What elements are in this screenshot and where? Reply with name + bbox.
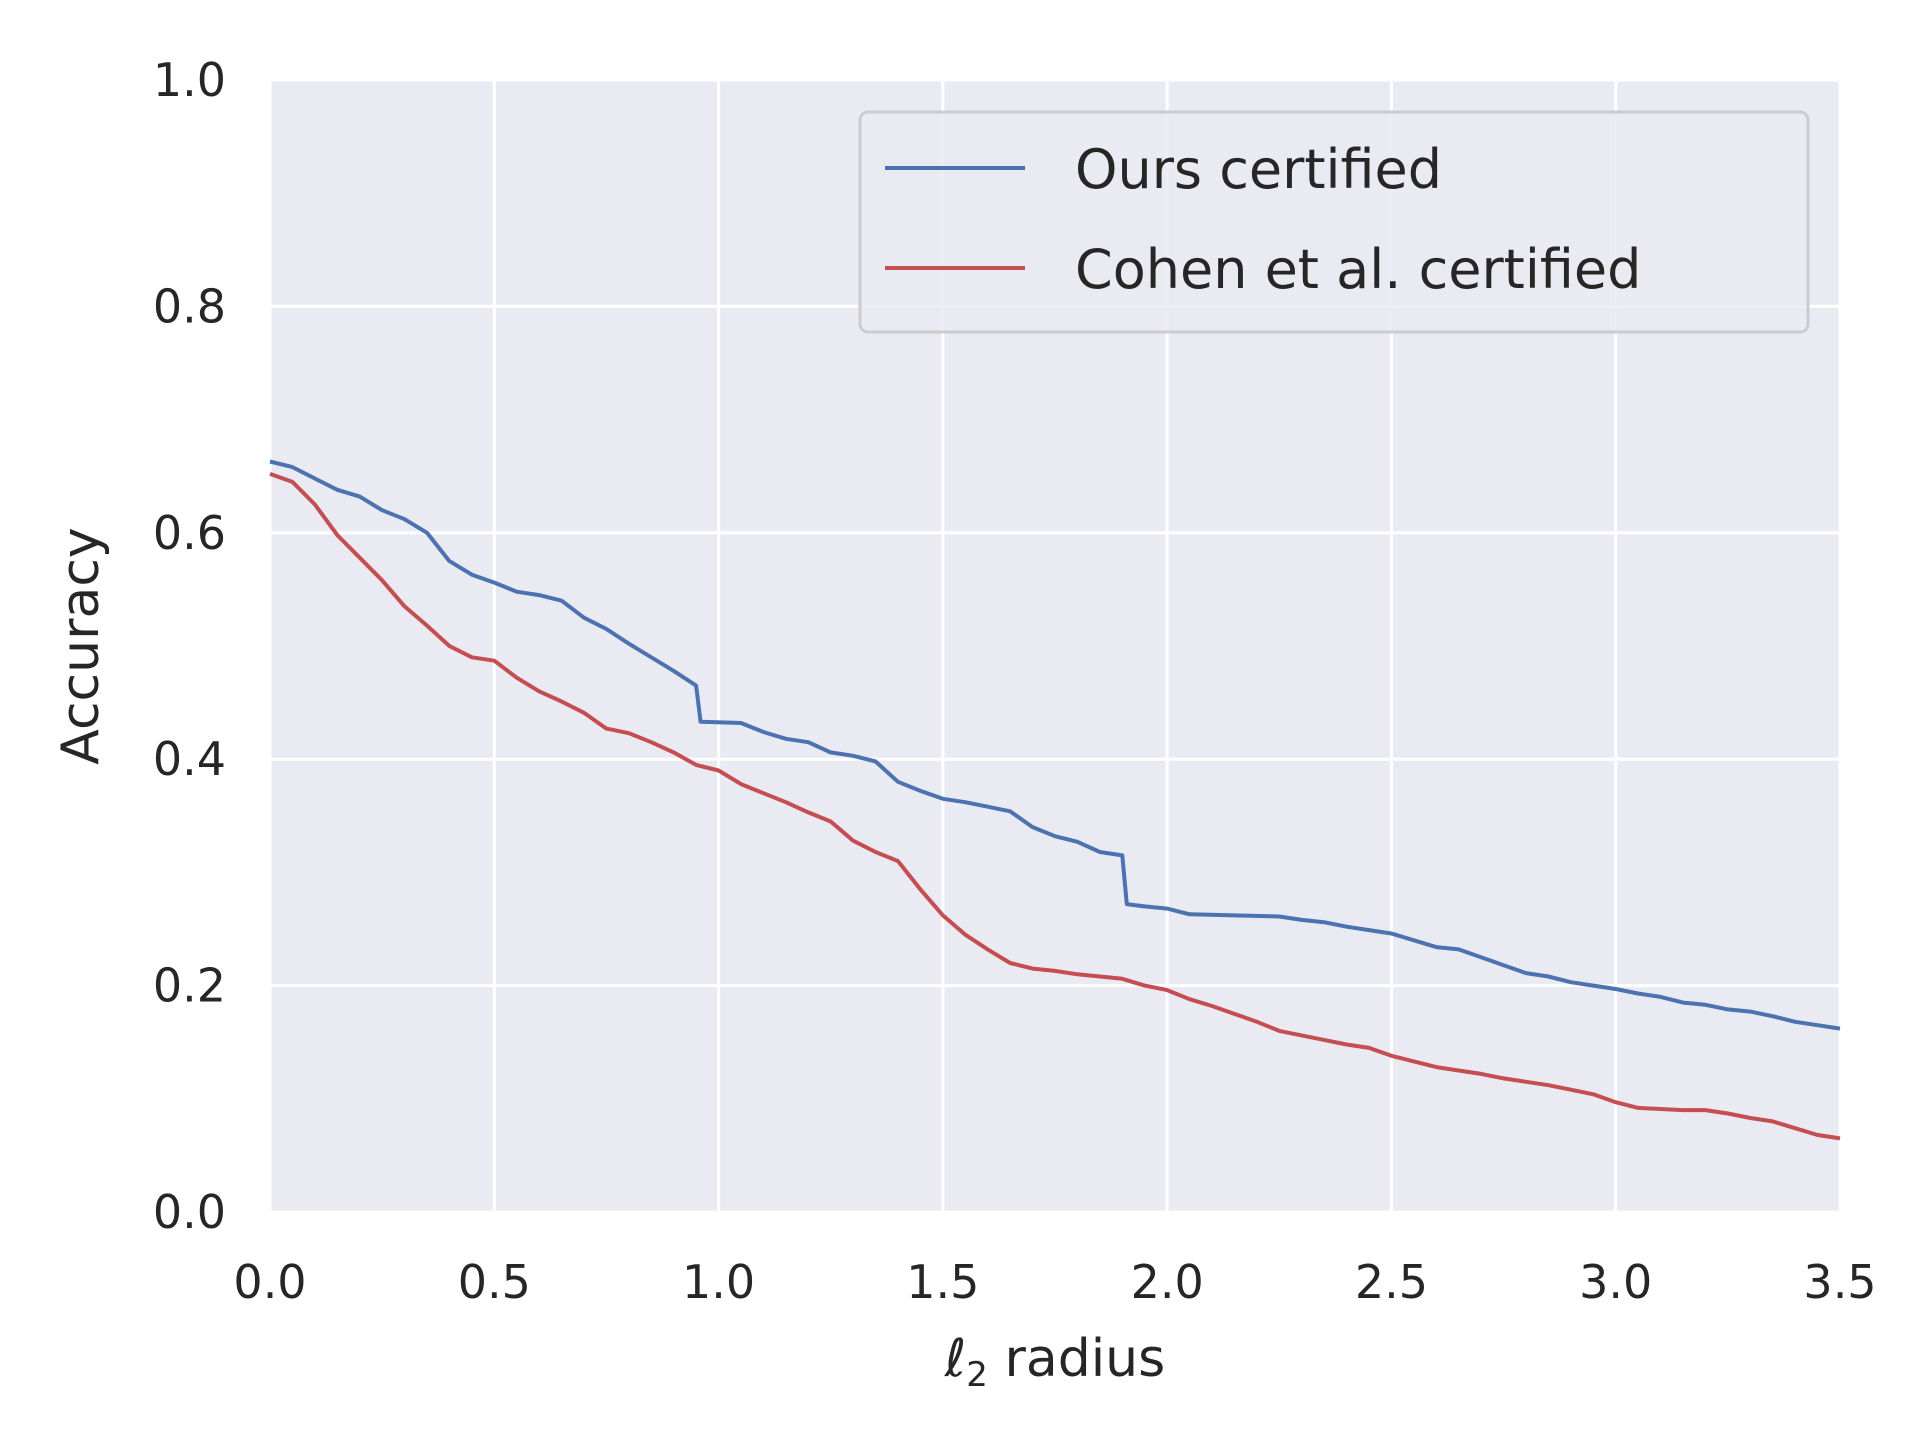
y-tick-label: 0.0 [153,1185,226,1239]
y-tick-label: 0.8 [153,279,226,333]
x-tick-label: 0.0 [233,1255,306,1309]
x-axis-label: ℓ2 radius [944,1329,1165,1395]
grid-lines [268,78,1842,1214]
x-tick-label: 2.0 [1131,1255,1204,1309]
x-tick-label: 1.5 [906,1255,979,1309]
legend-box [858,110,1810,334]
legend-label-cohen: Cohen et al. certified [1075,238,1641,301]
y-axis-label: Accuracy [51,527,111,764]
x-axis-label-text: radius [988,1329,1165,1389]
x-tick-label: 3.5 [1803,1255,1876,1309]
y-tick-labels: 0.0 0.2 0.4 0.6 0.8 1.0 [153,53,226,1239]
series-line-cohen-et-al-certified [269,472,1841,1141]
x-tick-label: 0.5 [458,1255,531,1309]
x-tick-label: 3.0 [1579,1255,1652,1309]
x-axis-label-subscript: 2 [966,1355,988,1395]
y-tick-label: 1.0 [153,53,226,107]
series-line-ours-certified [269,459,1841,1031]
legend: Ours certified Cohen et al. certified [858,110,1810,334]
y-tick-label: 0.2 [153,959,226,1013]
x-tick-label: 2.5 [1355,1255,1428,1309]
y-tick-label: 0.6 [153,506,226,560]
y-tick-label: 0.4 [153,732,226,786]
x-axis-label-symbol: ℓ [944,1329,966,1389]
legend-label-ours: Ours certified [1075,138,1442,201]
x-tick-label: 1.0 [682,1255,755,1309]
x-tick-labels: 0.0 0.5 1.0 1.5 2.0 2.5 3.0 3.5 [233,1255,1876,1309]
series-lines [269,459,1841,1141]
